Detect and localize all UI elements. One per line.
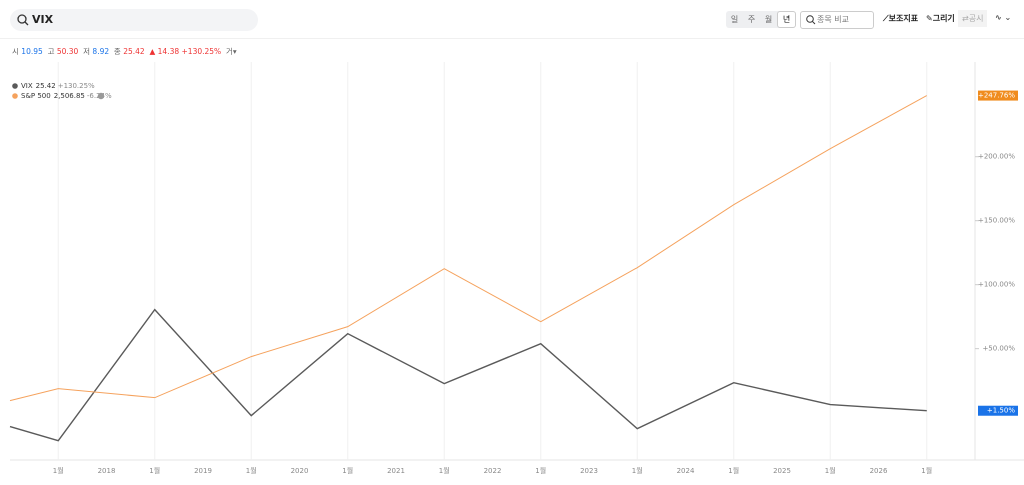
- y-tick-label: +150.00%: [978, 217, 1015, 225]
- x-tick-label: 1월: [149, 466, 160, 475]
- period-group: 일 주 월 년: [726, 11, 796, 28]
- x-tick-label: 2026: [870, 467, 888, 475]
- period-button[interactable]: 일: [730, 15, 739, 24]
- x-tick-label: 2022: [484, 467, 502, 475]
- legend-dot: [12, 93, 18, 99]
- search-box[interactable]: VIX: [10, 9, 258, 31]
- x-tick-label: 2023: [580, 467, 598, 475]
- price-badge: [978, 405, 1018, 416]
- legend-name: VIX: [21, 82, 33, 90]
- change: 14.38: [157, 47, 180, 56]
- x-tick-label: 1월: [342, 466, 353, 475]
- legend-close[interactable]: [97, 92, 105, 100]
- y-tick-label: +50.00%: [982, 345, 1015, 353]
- x-tick-label: 2021: [387, 467, 405, 475]
- search-text: VIX: [32, 13, 54, 26]
- y-tick-label: +200.00%: [978, 153, 1015, 161]
- quote-row: 시 10.95 고 50.30 저 8.92 종 25.42 ▲ 14.38 +…: [12, 47, 237, 56]
- x-tick-label: 2019: [194, 467, 212, 475]
- legend-value: 2,506.85: [54, 92, 85, 100]
- quote-value: 8.92: [92, 47, 110, 56]
- legend-change: +130.25%: [58, 82, 95, 90]
- y-tick-label: +100.00%: [978, 281, 1015, 289]
- compare-box[interactable]: 종목 비교: [800, 11, 874, 29]
- search-icon: [806, 15, 816, 25]
- indicator-button[interactable]: ⟋보조지표: [883, 14, 919, 23]
- change-pct: +130.25%: [181, 47, 222, 56]
- x-tick-label: 2018: [98, 467, 116, 475]
- x-tick-label: 2025: [773, 467, 791, 475]
- series-line: [9, 95, 927, 402]
- badge-label: +247.76%: [978, 92, 1015, 100]
- x-tick-label: 1월: [246, 466, 257, 475]
- price-badge: [978, 90, 1018, 101]
- x-tick-label: 1월: [728, 466, 739, 475]
- x-tick-label: 1월: [53, 466, 64, 475]
- tool-label: 공시: [968, 14, 984, 23]
- period-button[interactable]: 월: [764, 15, 773, 24]
- legend-value: 25.42: [36, 82, 56, 90]
- toolbar: VIX 일 주 월 년 종목 비교 ⟋보조지표 ✎그리기 ⇄공시 ∿ ⌄: [0, 0, 1024, 39]
- quote-label: 시: [12, 47, 19, 56]
- share-button[interactable]: ⇄공시: [958, 10, 988, 27]
- period-button[interactable]: 년: [777, 11, 796, 28]
- x-tick-label: 1월: [535, 466, 546, 475]
- period-button[interactable]: 주: [747, 15, 756, 24]
- x-tick-label: 2020: [291, 467, 309, 475]
- legend-entry: VIX 25.42 +130.25%: [21, 82, 95, 90]
- quote-value: 10.95: [21, 47, 43, 56]
- chart-type-button[interactable]: ∿ ⌄: [995, 13, 1012, 22]
- series-line: [9, 308, 927, 442]
- legend-name: S&P 500: [21, 92, 51, 100]
- x-tick-label: 2024: [677, 467, 695, 475]
- x-tick-label: 1월: [632, 466, 643, 475]
- badge-label: +1.50%: [987, 407, 1015, 415]
- x-tick-label: 1월: [439, 466, 450, 475]
- quote-label: 저: [83, 47, 91, 56]
- legend-dot: [12, 83, 18, 89]
- compare-text: 종목 비교: [817, 15, 849, 24]
- quote-label: 고: [47, 47, 55, 56]
- quote-value: 50.30: [56, 47, 79, 56]
- draw-button[interactable]: ✎그리기: [926, 14, 955, 23]
- tool-label: 보조지표: [888, 14, 919, 23]
- tool-label: 그리기: [932, 14, 955, 23]
- quote-label: 종: [113, 47, 121, 56]
- search-icon: [17, 14, 29, 26]
- x-tick-label: 1월: [921, 466, 932, 475]
- quote-value: 25.42: [123, 47, 145, 56]
- volume-toggle[interactable]: 거: [225, 47, 233, 56]
- x-tick-label: 1월: [825, 466, 836, 475]
- up-arrow: ▲: [149, 47, 156, 56]
